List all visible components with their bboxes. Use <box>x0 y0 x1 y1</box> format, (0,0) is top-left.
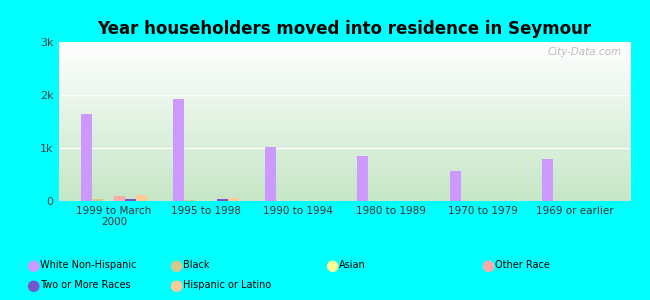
Text: ●: ● <box>26 258 39 273</box>
Bar <box>450 171 461 201</box>
Text: Asian: Asian <box>339 260 366 271</box>
Text: Other Race: Other Race <box>495 260 550 271</box>
Bar <box>358 157 369 201</box>
Bar <box>136 195 147 201</box>
Bar <box>542 159 553 201</box>
Bar <box>125 199 136 201</box>
Bar <box>228 198 239 201</box>
Text: ●: ● <box>481 258 494 273</box>
Text: ●: ● <box>26 278 39 292</box>
Text: White Non-Hispanic: White Non-Hispanic <box>40 260 136 271</box>
Bar <box>184 200 195 201</box>
Text: ●: ● <box>325 258 338 273</box>
Text: Black: Black <box>183 260 210 271</box>
Text: ●: ● <box>169 278 182 292</box>
Bar <box>173 99 184 201</box>
Bar <box>114 196 125 201</box>
Bar <box>217 200 228 201</box>
Text: Hispanic or Latino: Hispanic or Latino <box>183 280 272 290</box>
Text: Two or More Races: Two or More Races <box>40 280 131 290</box>
Bar <box>92 200 103 201</box>
Text: ●: ● <box>169 258 182 273</box>
Bar <box>81 113 92 201</box>
Text: City-Data.com: City-Data.com <box>548 47 622 57</box>
Title: Year householders moved into residence in Seymour: Year householders moved into residence i… <box>98 20 592 38</box>
Bar <box>265 147 276 201</box>
